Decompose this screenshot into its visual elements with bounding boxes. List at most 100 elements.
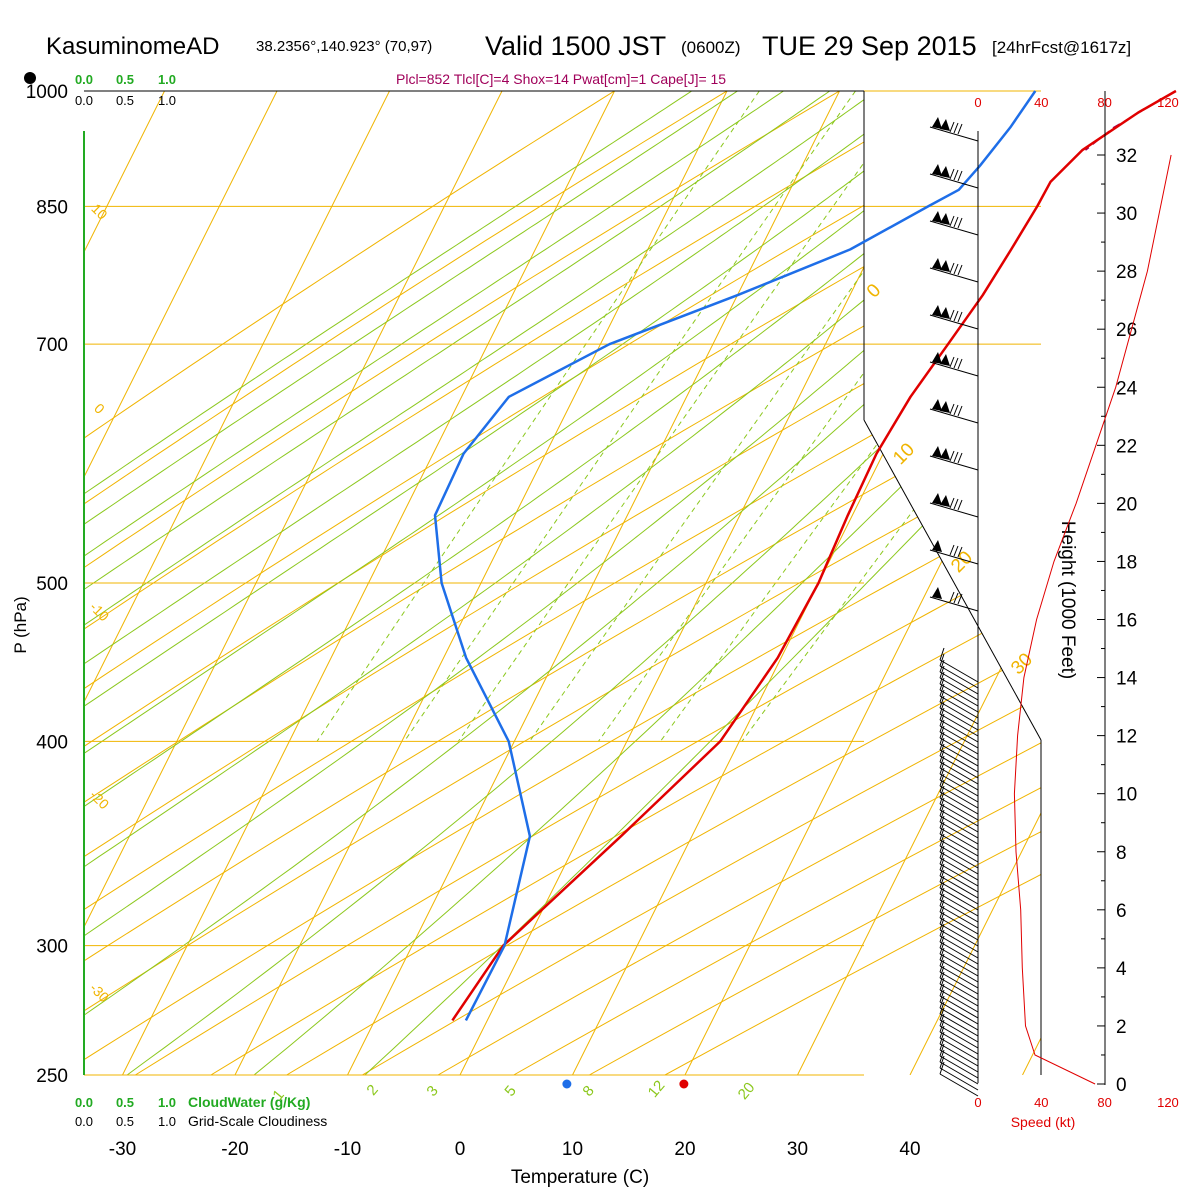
wind-barb-pennant xyxy=(932,493,942,505)
moist-adiabat-line xyxy=(84,91,835,1075)
wind-barb-staff xyxy=(939,899,979,923)
mixing-ratio-line xyxy=(741,91,1041,742)
wind-barb-feather xyxy=(949,497,955,509)
moist-adiabat-line xyxy=(84,91,970,1075)
wind-barb-staff xyxy=(939,707,979,731)
wind-barb-staff xyxy=(939,959,979,983)
forecast-info: [24hrFcst@1617z] xyxy=(992,38,1132,57)
speed-bottom-tick: 0 xyxy=(974,1095,981,1110)
wind-barb-staff xyxy=(939,845,979,869)
dry-adiabat-line xyxy=(84,91,1041,1075)
mixing-ratio-label: 3 xyxy=(423,1082,441,1099)
wind-barb-feather xyxy=(939,989,945,1003)
moist-adiabat-line xyxy=(84,91,880,1075)
wind-barb-feather xyxy=(949,309,955,321)
height-tick-label: 18 xyxy=(1116,552,1137,573)
cloudwater-top-tick: 0.0 xyxy=(75,72,93,87)
wind-barb-feather xyxy=(939,1019,945,1033)
wind-barb-feather xyxy=(939,1031,945,1045)
wind-barb-feather xyxy=(939,935,945,949)
wind-barb-staff xyxy=(939,863,979,887)
wind-barb-staff xyxy=(939,1007,979,1031)
wind-barb-feather xyxy=(953,404,959,416)
wind-barb-feather xyxy=(939,1001,945,1015)
isotherm-right-label: 10 xyxy=(889,439,919,469)
wind-barb-staff xyxy=(939,689,979,713)
dry-adiabat-line xyxy=(84,91,1041,1075)
wind-barb-staff xyxy=(929,502,979,518)
wind-barb-staff xyxy=(929,361,979,377)
valid-date: TUE 29 Sep 2015 xyxy=(762,31,977,61)
wind-barb-feather xyxy=(939,701,945,715)
wind-barb-staff xyxy=(929,596,979,612)
wind-barb-feather xyxy=(939,965,945,979)
wind-barb-feather xyxy=(957,593,963,605)
wind-barb-feather xyxy=(939,1013,945,1027)
wind-barb-staff xyxy=(939,677,979,701)
cloudiness-top-tick: 1.0 xyxy=(158,93,176,108)
wind-barb-staff xyxy=(939,1055,979,1079)
wind-barb-feather xyxy=(939,1055,945,1069)
height-tick-label: 10 xyxy=(1116,785,1137,806)
station-name: KasuminomeAD xyxy=(46,33,220,60)
surface-temperature-dot xyxy=(679,1079,689,1089)
temperature-tick-label: 20 xyxy=(674,1139,695,1160)
wind-barb-pennant xyxy=(932,352,942,364)
wind-barb-staff xyxy=(939,749,979,773)
station-marker-icon xyxy=(24,72,36,84)
wind-barb-staff xyxy=(939,683,979,707)
stability-indices: Plcl=852 Tlcl[C]=4 Shox=14 Pwat[cm]=1 Ca… xyxy=(396,71,727,87)
wind-barb-pennant xyxy=(940,260,950,272)
wind-barb-pennant xyxy=(932,399,942,411)
temperature-tick-label: 10 xyxy=(562,1139,583,1160)
valid-time: Valid 1500 JST xyxy=(485,31,667,61)
wind-barb-staff xyxy=(929,220,979,236)
wind-barb-staff xyxy=(939,1043,979,1067)
wind-barb-staff xyxy=(939,1019,979,1043)
mixing-ratio-label: 5 xyxy=(501,1082,519,1099)
height-tick-label: 26 xyxy=(1116,320,1137,341)
wind-barb-staff xyxy=(939,887,979,911)
height-tick-label: 6 xyxy=(1116,901,1127,922)
wind-barb-staff xyxy=(939,785,979,809)
moist-adiabat-line xyxy=(84,91,1015,1075)
wind-barb-feather xyxy=(939,797,945,811)
wind-barb-staff xyxy=(939,797,979,821)
wind-barb-staff xyxy=(939,773,979,797)
wind-barb-staff xyxy=(939,737,979,761)
wind-barb-staff xyxy=(929,126,979,142)
dry-adiabat-line xyxy=(313,91,1041,1075)
wind-barb-feather xyxy=(939,941,945,955)
speed-top-tick: 80 xyxy=(1097,95,1111,110)
moist-adiabat-line xyxy=(84,91,790,1075)
wind-barb-staff xyxy=(939,971,979,995)
wind-barb-pennant xyxy=(932,117,942,129)
wind-barb-feather xyxy=(939,893,945,907)
speed-top-tick: 0 xyxy=(974,95,981,110)
wind-barb-feather xyxy=(939,929,945,943)
pressure-tick-label: 1000 xyxy=(26,82,68,103)
height-tick-label: 16 xyxy=(1116,611,1137,632)
isotherm-line xyxy=(84,91,278,1075)
height-tick-label: 28 xyxy=(1116,262,1137,283)
moist-adiabat-line xyxy=(333,91,1041,1075)
wind-barb-staff xyxy=(939,989,979,1013)
wind-barb-feather xyxy=(939,725,945,739)
wind-barb-staff xyxy=(939,977,979,1001)
wind-barb-staff xyxy=(939,803,979,827)
wind-barb-staff xyxy=(939,929,979,953)
wind-barb-feather xyxy=(939,971,945,985)
height-tick-label: 24 xyxy=(1116,378,1138,399)
temperature-tick-label: 40 xyxy=(899,1139,920,1160)
wind-barb-pennant xyxy=(932,446,942,458)
pressure-tick-label: 300 xyxy=(36,937,68,958)
cloudiness-bottom-tick: 0.0 xyxy=(75,1114,93,1129)
wind-barb-staff xyxy=(939,767,979,791)
wind-barb-staff xyxy=(939,1037,979,1061)
wind-barb-feather xyxy=(939,827,945,841)
wind-barb-feather xyxy=(949,356,955,368)
wind-barb-feather xyxy=(939,947,945,961)
wind-barb-feather xyxy=(939,857,945,871)
wind-barb-feather xyxy=(949,544,955,556)
